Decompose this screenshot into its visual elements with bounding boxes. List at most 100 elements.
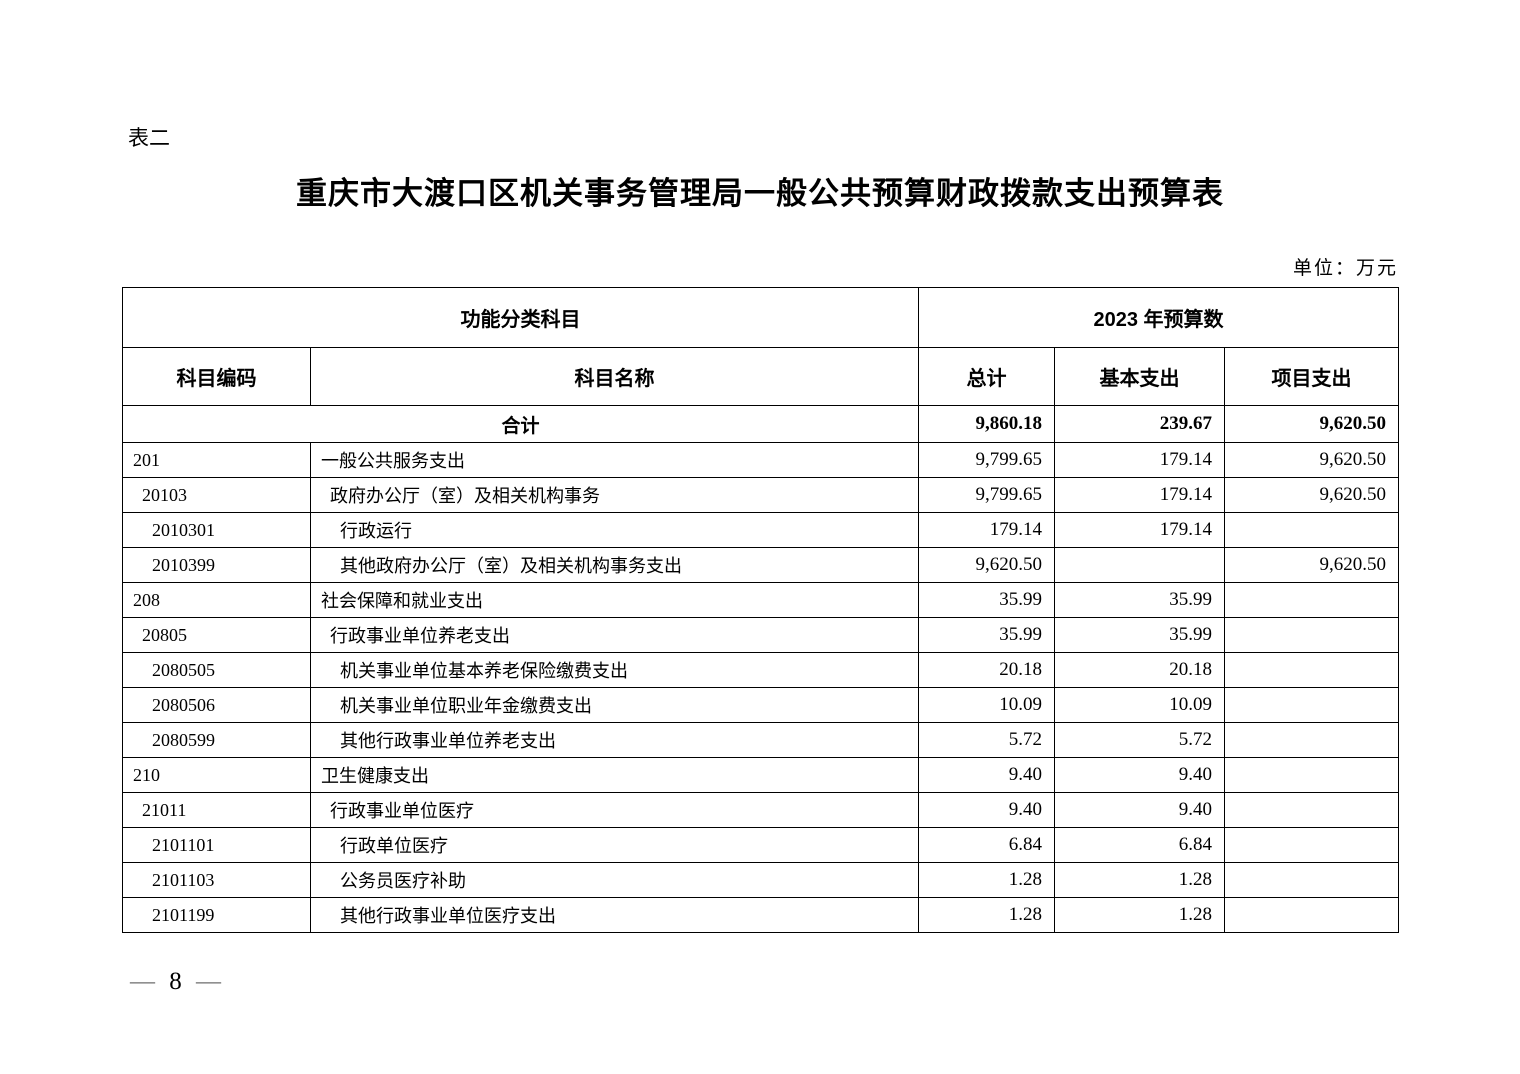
basic-expenditure-cell: 9.40 bbox=[1054, 792, 1225, 828]
budget-table: 功能分类科目 2023 年预算数 科目编码 科目名称 总计 基本支出 项目支出 … bbox=[122, 287, 1399, 933]
total-cell: 179.14 bbox=[918, 512, 1055, 548]
table-row: 21011 行政事业单位医疗 9.40 9.40 bbox=[122, 792, 1399, 828]
total-row-label: 合计 bbox=[122, 405, 919, 443]
table-row: 2101199 其他行政事业单位医疗支出 1.28 1.28 bbox=[122, 897, 1399, 933]
header-project: 项目支出 bbox=[1224, 347, 1399, 406]
total-cell: 6.84 bbox=[918, 827, 1055, 863]
code-cell: 2080505 bbox=[122, 652, 311, 688]
basic-expenditure-cell: 35.99 bbox=[1054, 617, 1225, 653]
total-cell: 20.18 bbox=[918, 652, 1055, 688]
project-expenditure-cell bbox=[1224, 862, 1399, 898]
total-cell: 1.28 bbox=[918, 862, 1055, 898]
project-expenditure-cell bbox=[1224, 897, 1399, 933]
basic-expenditure-cell: 5.72 bbox=[1054, 722, 1225, 758]
project-expenditure-cell bbox=[1224, 722, 1399, 758]
table-row: 20805 行政事业单位养老支出 35.99 35.99 bbox=[122, 617, 1399, 653]
header-code: 科目编码 bbox=[122, 347, 311, 406]
name-cell: 政府办公厅（室）及相关机构事务 bbox=[310, 477, 919, 513]
basic-expenditure-cell: 10.09 bbox=[1054, 687, 1225, 723]
page-title: 重庆市大渡口区机关事务管理局一般公共预算财政拨款支出预算表 bbox=[296, 176, 1224, 211]
table-row: 2101103 公务员医疗补助 1.28 1.28 bbox=[122, 862, 1399, 898]
name-cell: 机关事业单位职业年金缴费支出 bbox=[310, 687, 919, 723]
table-row: 2080599 其他行政事业单位养老支出 5.72 5.72 bbox=[122, 722, 1399, 758]
footer-right-dash: — bbox=[196, 968, 225, 995]
code-cell: 208 bbox=[122, 582, 311, 618]
page-number: — 8 — bbox=[130, 968, 225, 996]
total-cell: 1.28 bbox=[918, 897, 1055, 933]
table-row: 2010301 行政运行 179.14 179.14 bbox=[122, 512, 1399, 548]
total-cell: 5.72 bbox=[918, 722, 1055, 758]
name-cell: 机关事业单位基本养老保险缴费支出 bbox=[310, 652, 919, 688]
code-cell: 210 bbox=[122, 757, 311, 793]
code-cell: 20103 bbox=[122, 477, 311, 513]
code-cell: 201 bbox=[122, 442, 311, 478]
name-cell: 行政运行 bbox=[310, 512, 919, 548]
total-cell: 9.40 bbox=[918, 792, 1055, 828]
project-expenditure-cell bbox=[1224, 582, 1399, 618]
basic-expenditure-cell: 1.28 bbox=[1054, 897, 1225, 933]
unit-note: 单位：万元 bbox=[1292, 258, 1398, 279]
table-row: 2080505 机关事业单位基本养老保险缴费支出 20.18 20.18 bbox=[122, 652, 1399, 688]
code-cell: 2080506 bbox=[122, 687, 311, 723]
basic-expenditure-cell: 179.14 bbox=[1054, 477, 1225, 513]
total-row-basic: 239.67 bbox=[1054, 405, 1225, 443]
code-cell: 21011 bbox=[122, 792, 311, 828]
basic-expenditure-cell: 6.84 bbox=[1054, 827, 1225, 863]
code-cell: 2010399 bbox=[122, 547, 311, 583]
total-cell: 10.09 bbox=[918, 687, 1055, 723]
table-number-label: 表二 bbox=[128, 126, 170, 150]
project-expenditure-cell bbox=[1224, 617, 1399, 653]
header-year-group: 2023 年预算数 bbox=[918, 287, 1399, 348]
header-basic: 基本支出 bbox=[1054, 347, 1225, 406]
total-cell: 35.99 bbox=[918, 582, 1055, 618]
project-expenditure-cell bbox=[1224, 792, 1399, 828]
project-expenditure-cell: 9,620.50 bbox=[1224, 547, 1399, 583]
table-header: 功能分类科目 2023 年预算数 科目编码 科目名称 总计 基本支出 项目支出 bbox=[122, 287, 1399, 406]
table-row: 210 卫生健康支出 9.40 9.40 bbox=[122, 757, 1399, 793]
basic-expenditure-cell: 35.99 bbox=[1054, 582, 1225, 618]
basic-expenditure-cell: 179.14 bbox=[1054, 512, 1225, 548]
table-row: 208 社会保障和就业支出 35.99 35.99 bbox=[122, 582, 1399, 618]
footer-left-dash: — bbox=[130, 968, 159, 995]
name-cell: 行政事业单位养老支出 bbox=[310, 617, 919, 653]
total-cell: 9,799.65 bbox=[918, 442, 1055, 478]
code-cell: 2101199 bbox=[122, 897, 311, 933]
project-expenditure-cell bbox=[1224, 827, 1399, 863]
project-expenditure-cell bbox=[1224, 652, 1399, 688]
total-cell: 9,799.65 bbox=[918, 477, 1055, 513]
project-expenditure-cell bbox=[1224, 687, 1399, 723]
project-expenditure-cell: 9,620.50 bbox=[1224, 477, 1399, 513]
header-function-group: 功能分类科目 bbox=[122, 287, 919, 348]
name-cell: 公务员医疗补助 bbox=[310, 862, 919, 898]
basic-expenditure-cell: 179.14 bbox=[1054, 442, 1225, 478]
code-cell: 2101103 bbox=[122, 862, 311, 898]
name-cell: 其他行政事业单位养老支出 bbox=[310, 722, 919, 758]
page-number-value: 8 bbox=[169, 968, 186, 995]
code-cell: 20805 bbox=[122, 617, 311, 653]
basic-expenditure-cell: 9.40 bbox=[1054, 757, 1225, 793]
project-expenditure-cell: 9,620.50 bbox=[1224, 442, 1399, 478]
basic-expenditure-cell bbox=[1054, 547, 1225, 583]
name-cell: 行政单位医疗 bbox=[310, 827, 919, 863]
code-cell: 2010301 bbox=[122, 512, 311, 548]
basic-expenditure-cell: 1.28 bbox=[1054, 862, 1225, 898]
name-cell: 社会保障和就业支出 bbox=[310, 582, 919, 618]
header-total: 总计 bbox=[918, 347, 1055, 406]
table-row: 2010399 其他政府办公厅（室）及相关机构事务支出 9,620.50 9,620.… bbox=[122, 547, 1399, 583]
table-row: 2101101 行政单位医疗 6.84 6.84 bbox=[122, 827, 1399, 863]
table-body: 合计 9,860.18 239.67 9,620.50 201 一般公共服务支出 9… bbox=[122, 405, 1399, 933]
total-row: 合计 9,860.18 239.67 9,620.50 bbox=[122, 405, 1399, 443]
total-row-total: 9,860.18 bbox=[918, 405, 1055, 443]
code-cell: 2101101 bbox=[122, 827, 311, 863]
name-cell: 卫生健康支出 bbox=[310, 757, 919, 793]
name-cell: 行政事业单位医疗 bbox=[310, 792, 919, 828]
header-name: 科目名称 bbox=[310, 347, 919, 406]
name-cell: 其他行政事业单位医疗支出 bbox=[310, 897, 919, 933]
project-expenditure-cell bbox=[1224, 512, 1399, 548]
total-cell: 9,620.50 bbox=[918, 547, 1055, 583]
basic-expenditure-cell: 20.18 bbox=[1054, 652, 1225, 688]
total-cell: 9.40 bbox=[918, 757, 1055, 793]
code-cell: 2080599 bbox=[122, 722, 311, 758]
total-cell: 35.99 bbox=[918, 617, 1055, 653]
name-cell: 一般公共服务支出 bbox=[310, 442, 919, 478]
